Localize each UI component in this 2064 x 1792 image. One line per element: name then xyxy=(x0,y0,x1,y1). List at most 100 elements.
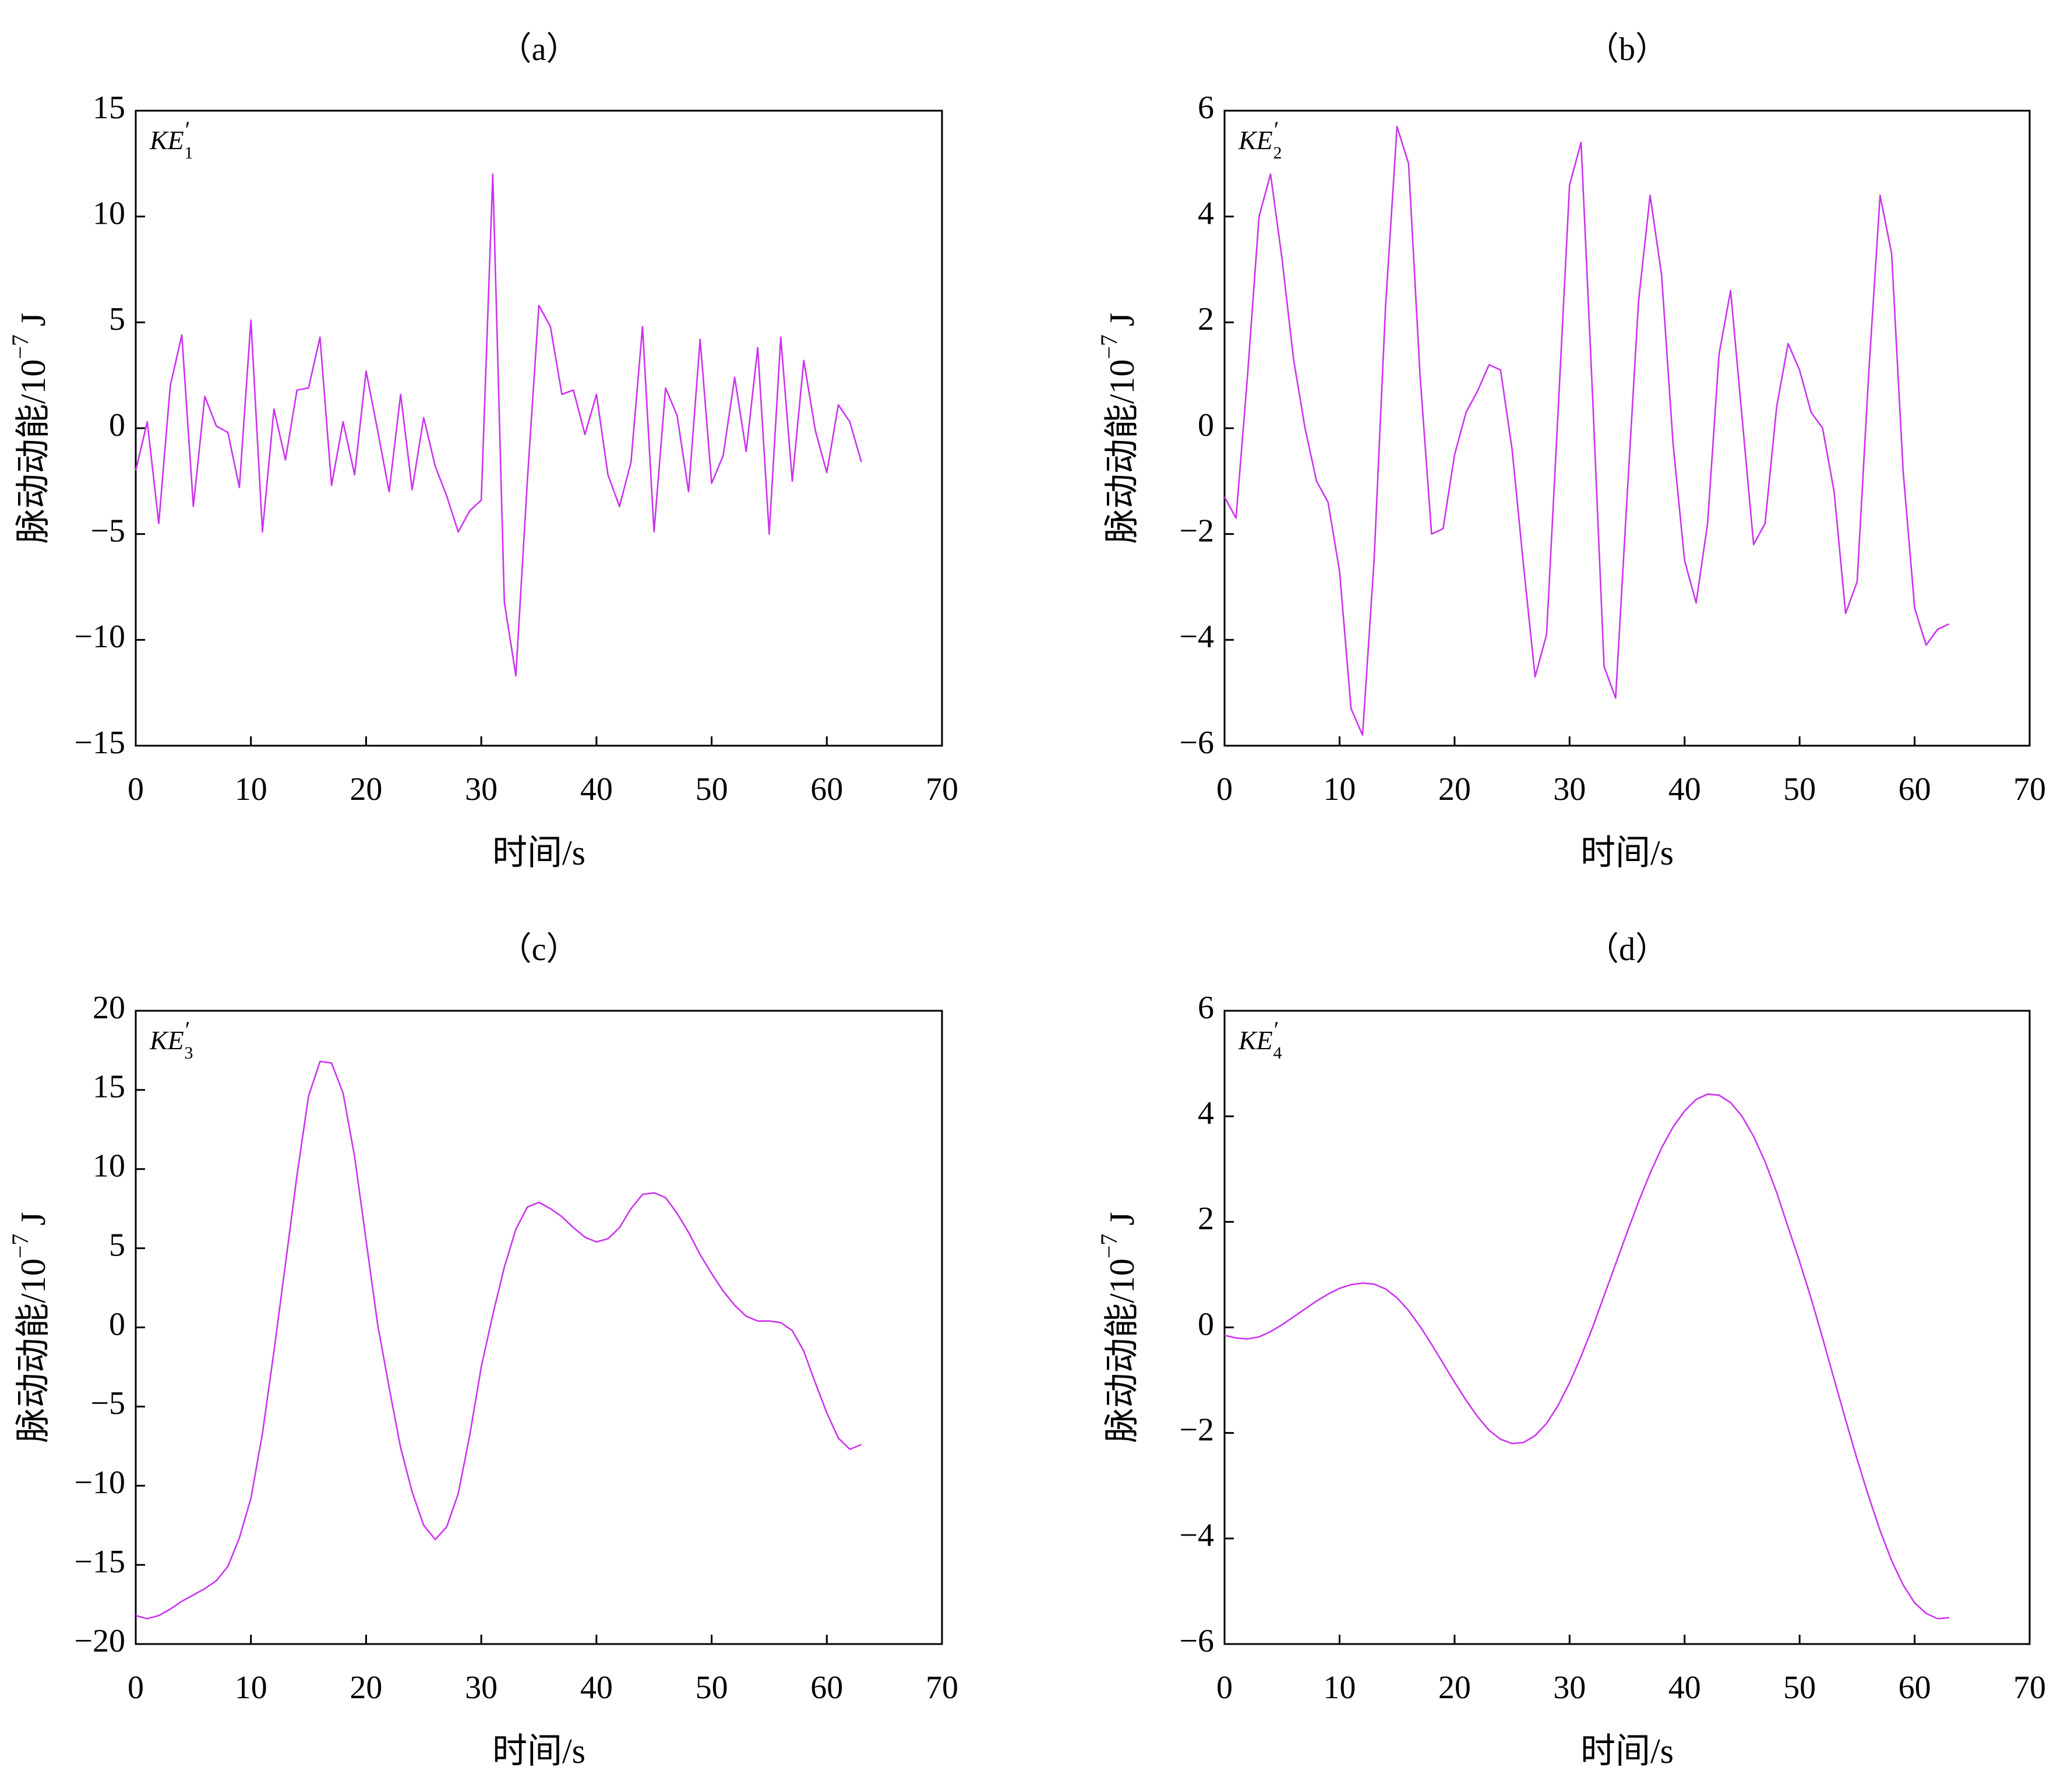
x-tick-label: 0 xyxy=(128,771,144,807)
y-axis-label: 脉动动能/10−7 J xyxy=(1096,1212,1141,1443)
series-label-prime: ′ xyxy=(185,117,190,143)
y-axis-label-text: 脉动动能/10 xyxy=(14,359,52,544)
series-label-base: KE xyxy=(1238,1025,1273,1055)
chart-panel: （d）0 10 20 30 40 50 60 706420−2−4−6时间/s脉动动能/10−… xyxy=(1096,932,2046,1770)
y-axis-label-unit: J xyxy=(14,1212,52,1225)
y-tick-label: −5 xyxy=(90,513,125,549)
x-tick-label: 40 xyxy=(1668,771,1701,807)
y-axis-label-exponent: −7 xyxy=(1096,1234,1122,1259)
y-tick-label: 15 xyxy=(93,90,125,126)
x-tick-label: 40 xyxy=(580,1670,613,1706)
x-tick-label: 0 xyxy=(1216,771,1233,807)
y-tick-label: −20 xyxy=(74,1623,125,1659)
y-tick-label: 0 xyxy=(109,407,125,443)
y-axis-label: 脉动动能/10−7 J xyxy=(7,1212,52,1443)
x-tick-label: 50 xyxy=(1783,1670,1816,1706)
y-axis-label-unit: J xyxy=(1103,313,1141,326)
y-tick-label: 5 xyxy=(109,1227,125,1263)
y-tick-label: −6 xyxy=(1179,725,1214,761)
series-label-prime: ′ xyxy=(185,1017,190,1043)
x-axis-label: 时间/s xyxy=(492,1732,585,1770)
plot-frame xyxy=(1223,110,2031,747)
y-tick-label: −4 xyxy=(1179,1518,1214,1554)
y-tick-label: 2 xyxy=(1198,301,1214,337)
panel-title: （b） xyxy=(1586,31,1668,68)
panel-title: （d） xyxy=(1586,932,1668,968)
series-line xyxy=(135,1060,862,1620)
y-tick-label: −4 xyxy=(1179,619,1214,655)
y-tick-label: 10 xyxy=(93,1148,125,1184)
x-tick-label: 20 xyxy=(350,771,382,807)
x-tick-label: 30 xyxy=(465,1670,498,1706)
x-tick-label: 60 xyxy=(810,771,843,807)
x-tick-label: 20 xyxy=(1438,771,1471,807)
x-tick-label: 70 xyxy=(926,1670,958,1706)
y-tick-label: 0 xyxy=(109,1306,125,1342)
x-tick-label: 50 xyxy=(696,771,728,807)
panel-title: （a） xyxy=(499,31,579,68)
series-line xyxy=(1223,125,1950,736)
y-tick-label: −15 xyxy=(74,725,125,761)
chart-panel: （c）0 10 20 30 40 50 60 7020151050−5−10−15−20时间/… xyxy=(7,932,958,1770)
x-axis-label: 时间/s xyxy=(1580,1732,1674,1770)
chart-panel: （a）0 10 20 30 40 50 60 70151050−5−10−15时间/s脉动动能… xyxy=(7,31,958,872)
x-axis-label: 时间/s xyxy=(492,834,585,872)
x-tick-label: 50 xyxy=(696,1670,728,1706)
y-axis-label-text: 脉动动能/10 xyxy=(14,1258,52,1443)
x-tick-label: 10 xyxy=(235,771,267,807)
y-tick-label: −2 xyxy=(1179,513,1214,549)
x-tick-label: 40 xyxy=(1668,1670,1701,1706)
series-label-subscript: 4 xyxy=(1273,1043,1282,1063)
x-tick-label: 40 xyxy=(580,771,613,807)
x-tick-label: 30 xyxy=(465,771,498,807)
x-tick-label: 0 xyxy=(1216,1670,1233,1706)
series-label-base: KE xyxy=(149,1025,184,1055)
y-axis-label: 脉动动能/10−7 J xyxy=(7,313,52,544)
y-tick-label: 5 xyxy=(109,301,125,337)
series-label-prime: ′ xyxy=(1274,117,1279,143)
series-label-base: KE xyxy=(1238,125,1273,155)
series-label-subscript: 2 xyxy=(1273,143,1282,163)
y-tick-label: −10 xyxy=(74,619,125,655)
x-tick-label: 10 xyxy=(1323,1670,1356,1706)
y-axis-label-text: 脉动动能/10 xyxy=(1103,1258,1141,1443)
y-axis-label-exponent: −7 xyxy=(7,334,33,359)
y-axis-label-unit: J xyxy=(14,313,52,326)
series-label-prime: ′ xyxy=(1274,1017,1279,1043)
x-tick-label: 30 xyxy=(1553,1670,1586,1706)
y-tick-label: 15 xyxy=(93,1069,125,1105)
x-axis-label: 时间/s xyxy=(1580,834,1674,872)
chart-panel: （b）0 10 20 30 40 50 60 706420−2−4−6时间/s脉动动能/10−… xyxy=(1096,31,2046,872)
x-tick-label: 70 xyxy=(2013,1670,2046,1706)
series-label: KE′ 1 xyxy=(149,117,193,163)
series-line xyxy=(135,173,862,677)
x-tick-label: 0 xyxy=(128,1670,144,1706)
x-tick-label: 50 xyxy=(1783,771,1816,807)
y-tick-label: −2 xyxy=(1179,1412,1214,1448)
y-axis-label-unit: J xyxy=(1103,1212,1141,1225)
y-tick-label: 2 xyxy=(1198,1201,1214,1237)
y-axis-label-text: 脉动动能/10 xyxy=(1103,359,1141,544)
y-tick-label: 6 xyxy=(1198,90,1214,126)
y-tick-label: 10 xyxy=(93,196,125,232)
x-tick-label: 30 xyxy=(1553,771,1586,807)
y-tick-label: 4 xyxy=(1198,196,1214,232)
series-label: KE′ 3 xyxy=(149,1017,193,1063)
x-tick-label: 70 xyxy=(926,771,958,807)
series-label: KE′ 4 xyxy=(1238,1017,1282,1063)
y-axis-label-exponent: −7 xyxy=(7,1234,33,1259)
y-axis-label: 脉动动能/10−7 J xyxy=(1096,313,1141,544)
series-label-base: KE xyxy=(149,125,184,155)
plot-frame xyxy=(135,1010,943,1645)
x-tick-label: 60 xyxy=(1899,771,1931,807)
series-label-subscript: 3 xyxy=(185,1043,193,1063)
y-tick-label: 0 xyxy=(1198,1306,1214,1342)
series-line xyxy=(1224,1093,1949,1620)
x-tick-label: 60 xyxy=(810,1670,843,1706)
x-tick-label: 10 xyxy=(1323,771,1356,807)
y-tick-label: −5 xyxy=(90,1385,125,1421)
panel-title: （c） xyxy=(499,932,579,968)
y-tick-label: 0 xyxy=(1198,407,1214,443)
y-tick-label: −10 xyxy=(74,1465,125,1501)
